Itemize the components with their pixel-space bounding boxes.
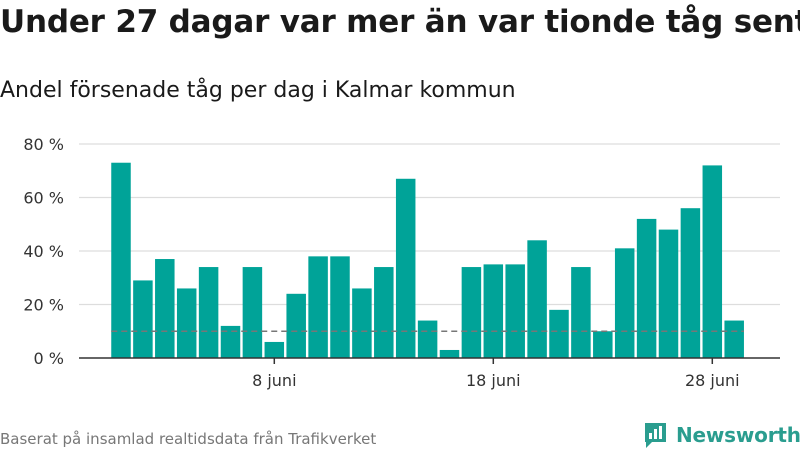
y-tick-label: 40 % — [23, 242, 64, 261]
bar — [636, 218, 657, 358]
bar-series — [111, 162, 744, 358]
bar — [680, 208, 701, 358]
bar — [658, 229, 679, 358]
bar — [374, 267, 394, 358]
bar — [417, 320, 438, 358]
bar — [593, 331, 613, 358]
bar — [724, 320, 744, 358]
bar — [133, 280, 153, 358]
bar — [483, 264, 504, 358]
brand-name: Newsworthy — [676, 423, 800, 447]
source-note: Baserat på insamlad realtidsdata från Tr… — [0, 430, 377, 448]
bar — [571, 267, 591, 358]
bar — [308, 256, 328, 358]
x-axis: 8 juni 18 juni 28 juni — [79, 357, 780, 390]
y-tick-label: 80 % — [23, 135, 64, 154]
bar — [264, 341, 285, 358]
bar — [155, 259, 175, 358]
y-tick-label: 60 % — [23, 189, 64, 208]
bar — [111, 162, 131, 358]
y-tick-label: 0 % — [34, 349, 64, 368]
bar — [439, 349, 460, 358]
bar — [702, 165, 723, 358]
bar — [220, 325, 241, 358]
bar — [614, 248, 635, 358]
newsworthy-brand[interactable]: Newsworthy — [643, 420, 800, 450]
chart-title: Under 27 dagar var mer än var tionde tåg… — [0, 4, 800, 40]
bar — [330, 256, 350, 358]
bar — [176, 288, 197, 358]
bar — [461, 267, 482, 358]
y-tick-label: 20 % — [23, 296, 64, 315]
bar — [242, 267, 263, 358]
y-axis-tick-labels: 0 % 20 % 40 % 60 % 80 % — [23, 135, 64, 368]
bar — [286, 293, 306, 358]
x-tick-label: 8 juni — [252, 371, 296, 390]
bar — [198, 267, 219, 358]
bar-chart: 0 % 20 % 40 % 60 % 80 % 8 juni 18 juni 28 juni — [23, 135, 780, 390]
bar — [527, 240, 547, 358]
bar — [352, 288, 372, 358]
bar — [549, 309, 569, 358]
bar — [505, 264, 525, 358]
x-tick-label: 28 juni — [685, 371, 740, 390]
x-tick-label: 18 juni — [466, 371, 521, 390]
chart-subtitle: Andel försenade tåg per dag i Kalmar kom… — [0, 78, 516, 103]
newsworthy-logo-icon — [645, 423, 666, 448]
bar — [395, 178, 416, 358]
